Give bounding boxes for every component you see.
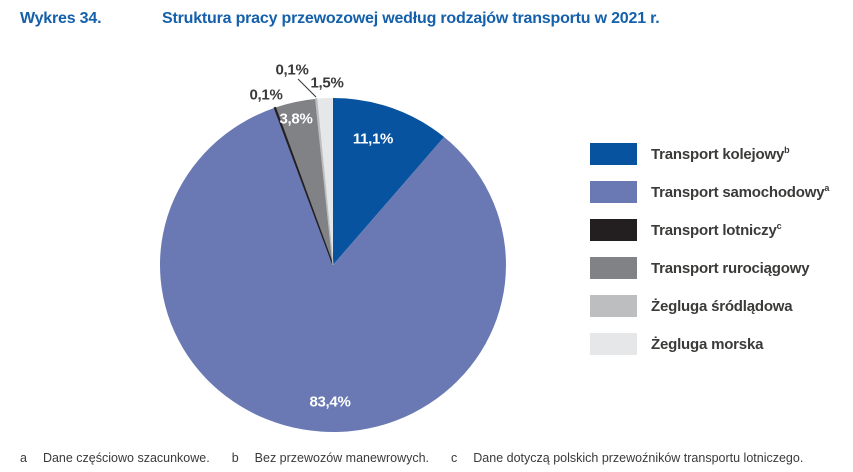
pie-slice-2: [273, 106, 334, 266]
legend-label: Transport rurociągowy: [651, 259, 810, 277]
legend-label-text: Transport samochodowy: [651, 183, 825, 201]
legend-label-text: Żegluga śródlądowa: [651, 297, 793, 315]
footnote-marker: b: [231, 451, 239, 465]
legend-label: Transport kolejowyb: [651, 144, 790, 163]
pie-slice-3: [275, 98, 333, 265]
legend-sup: a: [824, 182, 830, 193]
legend-label-text: Żegluga morska: [651, 335, 764, 353]
legend-label-text: Transport lotniczy: [651, 221, 777, 239]
legend-swatch-lotniczy: [590, 219, 637, 241]
legend-item-srodladowa: Żegluga śródlądowa: [590, 295, 829, 317]
legend-swatch-samochodowy: [590, 181, 637, 203]
legend-label: Żegluga śródlądowa: [651, 297, 793, 315]
footnote-marker: c: [451, 451, 458, 465]
legend: Transport kolejowyb Transport samochodow…: [590, 143, 829, 371]
legend-swatch-morska: [590, 333, 637, 355]
legend-item-kolejowy: Transport kolejowyb: [590, 143, 829, 165]
pie-slice-1: [159, 107, 506, 432]
legend-swatch-kolejowy: [590, 143, 637, 165]
legend-label: Transport samochodowya: [651, 182, 830, 201]
leader-line: [297, 78, 317, 98]
legend-sup: c: [776, 220, 782, 231]
slice-value-label-kolejowy: 11,1%: [352, 130, 394, 148]
footnote-text: Dane częściowo szacunkowe.: [42, 451, 210, 465]
slice-value-label-morska: 1,5%: [310, 74, 344, 92]
footnote-a: a Dane częściowo szacunkowe.: [20, 451, 210, 465]
footnote-marker: a: [20, 451, 27, 465]
footnote-b: b Bez przewozów manewrowych.: [232, 451, 429, 465]
legend-label: Żegluga morska: [651, 336, 763, 353]
legend-label-text: Transport rurociągowy: [651, 259, 810, 277]
figure-title: Struktura pracy przewozowej według rodza…: [162, 10, 660, 27]
legend-item-morska: Żegluga morska: [590, 333, 829, 355]
slice-value-label-samochodowy: 83,4%: [309, 393, 351, 411]
figure-label: Wykres 34.: [20, 10, 102, 27]
legend-label: Transport lotniczyc: [651, 220, 782, 239]
pie-slice-4: [314, 98, 334, 266]
footnotes: a Dane częściowo szacunkowe. b Bez przew…: [20, 451, 803, 465]
legend-sup: b: [784, 144, 790, 155]
footnote-text: Dane dotyczą polskich przewoźników trans…: [473, 451, 804, 465]
slice-value-label-lotniczy: 0,1%: [249, 86, 283, 104]
legend-item-samochodowy: Transport samochodowya: [590, 181, 829, 203]
legend-label-text: Transport kolejowy: [651, 145, 785, 163]
legend-swatch-srodladowa: [590, 295, 637, 317]
footnote-text: Bez przewozów manewrowych.: [254, 451, 430, 465]
slice-value-label-rurociagowy: 3,8%: [279, 110, 313, 128]
slice-value-label-srodladowa: 0,1%: [275, 61, 309, 79]
legend-swatch-rurociagowy: [590, 257, 637, 279]
pie-slice-0: [333, 98, 445, 265]
footnote-c: c Dane dotyczą polskich przewoźników tra…: [451, 451, 803, 465]
legend-item-lotniczy: Transport lotniczyc: [590, 219, 829, 241]
legend-item-rurociagowy: Transport rurociągowy: [590, 257, 829, 279]
